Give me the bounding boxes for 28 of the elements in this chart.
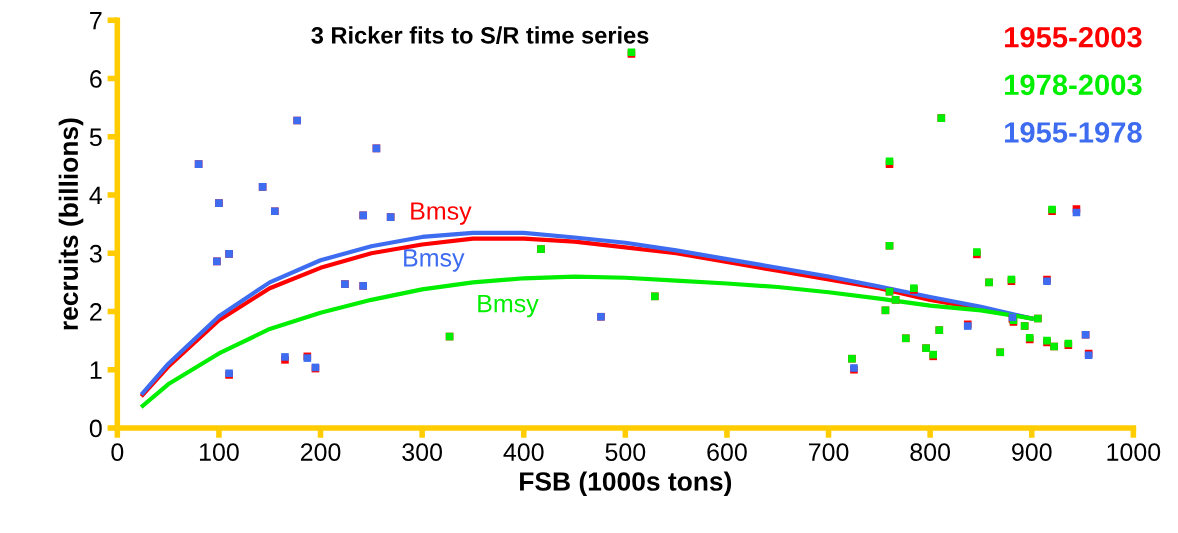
y-tick-label: 6 [90, 70, 102, 88]
y-axis-title: recruits (billions) [58, 118, 84, 330]
x-tick-label: 200 [300, 443, 341, 461]
x-tick-label: 500 [605, 443, 646, 461]
annotation: Bmsy [404, 249, 465, 272]
annotation: Bmsy [478, 294, 539, 318]
text: 1955-1978 [1005, 122, 1142, 143]
text: 1978-2003 [1005, 74, 1142, 96]
y-tick-label: 1 [90, 361, 102, 379]
x-tick-label: 400 [503, 443, 544, 461]
x-tick-label: 700 [808, 443, 849, 461]
y-tick-label: 4 [89, 186, 103, 205]
x-tick-label: 1000 [1107, 443, 1161, 461]
x-tick-label: 0 [111, 443, 124, 461]
x-tick-label: 100 [199, 443, 239, 461]
annotation: Bmsy [411, 202, 472, 225]
x-tick-label: 800 [910, 443, 951, 461]
y-tick-label: 7 [90, 12, 102, 30]
x-axis-title: FSB (1000s tons) [520, 471, 732, 497]
y-tick-label: 0 [89, 419, 102, 438]
chart-title: 3 Ricker fits to S/R time series [311, 26, 649, 44]
x-tick-label: 300 [402, 443, 443, 461]
y-tick-label: 5 [89, 128, 102, 147]
text: 1955-2003 [1005, 26, 1142, 48]
y-tick-label: 3 [89, 244, 102, 263]
x-tick-label: 900 [1012, 443, 1052, 461]
x-tick-label: 600 [707, 443, 747, 461]
y-tick-label: 2 [90, 303, 102, 321]
